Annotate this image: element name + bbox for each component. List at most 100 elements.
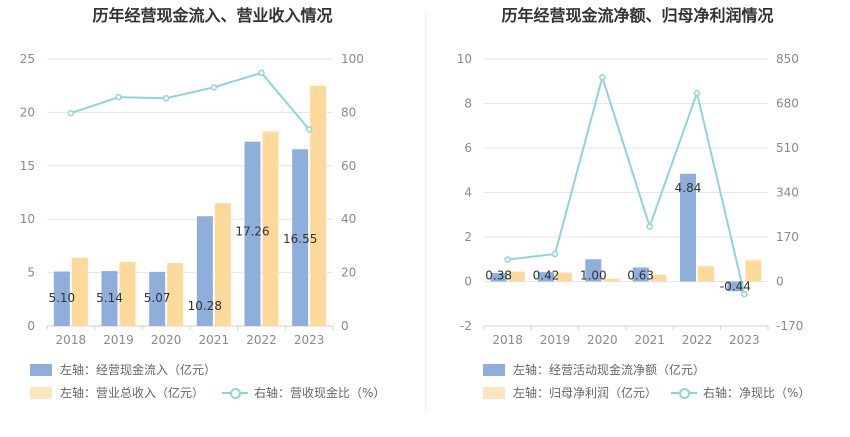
y-tick-left: 0 [464,275,472,289]
legend-label-net-cashflow: 左轴：经营活动现金流净额（亿元） [513,363,706,377]
legend-swatch-inflow [30,363,52,376]
ratio-point [599,74,606,81]
y-tick-right: 850 [776,52,799,66]
bar-primary [585,259,602,282]
y-tick-right: 170 [776,230,799,244]
x-tick-label: 2020 [587,333,618,347]
panel-divider [425,12,426,412]
ratio-line [70,71,310,131]
bar-primary [727,281,744,292]
ratio-point [67,109,75,117]
bar-data-label: 5.07 [144,291,171,305]
ratio-point [741,290,748,298]
legend-label-inflow: 左轴：经营现金流入（亿元） [60,363,217,377]
bar-data-label: 17.26 [235,225,269,239]
legend-label-cash-ratio: 右轴：营收现金比（%） [254,386,386,400]
y-tick-left: 15 [20,159,35,173]
y-tick-left: 6 [464,141,472,155]
bar-secondary [698,266,714,282]
y-tick-left: 0 [27,319,35,333]
x-tick-label: 2023 [294,333,325,347]
y-tick-right: 40 [341,212,356,226]
ratio-point [258,69,265,77]
bar-secondary [650,274,667,282]
x-tick-label: 2020 [151,333,182,347]
legend-item-net-profit[interactable]: 左轴：归母净利润（亿元） [483,384,657,401]
ratio-point [646,223,653,230]
ratio-point [693,89,701,97]
y-tick-left: 20 [20,105,35,119]
legend-item-net-cash-ratio[interactable]: 右轴：净现比（%） [671,384,810,401]
ratio-line [507,73,746,295]
y-tick-right: -170 [776,319,803,333]
bar-data-label: 4.84 [675,181,702,195]
x-tick-label: 2018 [56,333,87,347]
bar-secondary [310,85,327,326]
y-tick-right: 510 [776,141,799,155]
x-tick-label: 2021 [634,333,665,347]
chart-plot-left: 0 5 10 15 20 25 0 20 40 60 80 100 2018 2019 2020 2021 20… [20,52,364,347]
chart-title: 历年经营现金流入、营业收入情况 [92,6,333,25]
bar-primary [292,149,309,326]
y-tick-left: -2 [460,319,472,333]
ratio-point [210,84,218,91]
bar-secondary [508,271,525,282]
bar-data-label: 0.38 [485,269,512,283]
ratio-point [305,126,313,133]
bar-primary [680,173,696,282]
legend-label-net-profit: 左轴：归母净利润（亿元） [513,386,658,400]
bar-data-label: 0.42 [533,269,560,283]
legend-swatch-cash-ratio [222,387,248,399]
bar-primary [490,273,507,282]
x-tick-label: 2021 [199,333,230,347]
x-tick-label: 2018 [492,333,523,347]
legend-item-cash-ratio[interactable]: 右轴：营收现金比（%） [222,384,385,401]
ratio-point [551,250,559,258]
legend-label-revenue: 左轴：营业总收入（亿元） [60,386,205,400]
ratio-point [162,94,170,102]
chart-plot-right: -2 0 2 4 6 8 10 -170 0 170 340 510 680 850 2018 2019 202… [457,52,804,347]
legend-item-inflow[interactable]: 左轴：经营现金流入（亿元） [30,361,216,378]
bar-data-label: 16.55 [283,232,317,246]
bar-secondary [71,257,88,326]
bar-secondary [603,278,620,282]
bar-primary [244,141,261,326]
bar-primary [101,271,118,326]
bar-secondary [214,203,231,326]
legend-swatch-net-cash-ratio [671,387,697,399]
bar-data-label: 1.00 [580,269,607,283]
bar-data-label: 5.14 [96,291,123,305]
bar-data-label: -0.44 [720,280,751,294]
legend-label-net-cash-ratio: 右轴：净现比（%） [703,386,811,400]
y-tick-right: 80 [341,105,356,119]
chart-title: 历年经营现金流净额、归母净利润情况 [501,6,774,25]
x-tick-label: 2022 [682,333,713,347]
bar-data-label: 5.10 [48,291,75,305]
legend-swatch-net-profit [483,386,505,399]
y-tick-left: 4 [464,186,472,200]
y-tick-left: 5 [27,266,35,280]
legend-swatch-net-cashflow [483,363,505,376]
y-tick-right: 20 [341,266,356,280]
bar-data-label: 10.28 [188,299,222,313]
x-tick-label: 2022 [246,333,277,347]
bar-data-label: 0.63 [627,269,654,283]
y-tick-left: 25 [20,52,35,66]
ratio-point [115,93,122,101]
y-tick-right: 0 [341,319,349,333]
legend-item-net-cashflow[interactable]: 左轴：经营活动现金流净额（亿元） [483,361,705,378]
y-tick-left: 10 [457,52,472,66]
bar-primary [149,271,166,326]
y-tick-right: 100 [341,52,364,66]
legend-swatch-revenue [30,386,52,399]
y-tick-right: 0 [776,275,784,289]
chart-panel-right: 历年经营现金流净额、归母净利润情况 -2 0 2 4 6 8 10 -170 0 170 340 51… [425,0,850,437]
x-tick-label: 2023 [729,333,760,347]
y-tick-left: 8 [464,97,472,111]
bar-secondary [119,261,136,326]
bar-secondary [262,131,279,326]
y-tick-right: 340 [776,186,799,200]
legend-item-revenue[interactable]: 左轴：营业总收入（亿元） [30,384,204,401]
x-tick-label: 2019 [540,333,571,347]
chart-panel-left: 历年经营现金流入、营业收入情况 0 5 10 15 20 25 0 20 40 60 80 100 20… [20,6,386,401]
